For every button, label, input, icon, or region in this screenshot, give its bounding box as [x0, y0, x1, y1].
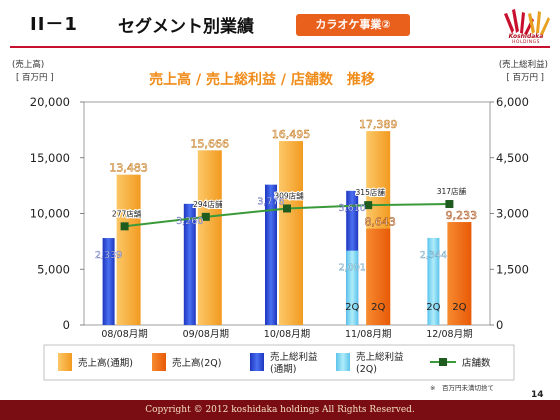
sales-2q-tag: 2Q: [371, 302, 385, 313]
gp-2q-tag: 2Q: [426, 302, 440, 313]
legend-sublabel: (2Q): [356, 364, 377, 375]
copyright-footer: Copyright © 2012 koshidaka holdings All …: [0, 400, 560, 420]
left-tick-label: 5,000: [37, 262, 70, 276]
gross-profit-label: 3,610: [339, 203, 366, 214]
left-tick-label: 15,000: [30, 151, 70, 165]
legend-swatch: [336, 353, 350, 371]
logo-subtitle: HOLDINGS: [512, 40, 540, 45]
store-marker: [201, 212, 210, 221]
right-tick-label: 0: [496, 318, 503, 332]
gross-profit-label: 3,776: [257, 197, 284, 208]
left-tick-label: 20,000: [30, 95, 70, 109]
koshidaka-logo-icon: [504, 9, 550, 35]
sales-2q-label: 9,233: [446, 209, 478, 222]
segment-badge: カラオケ事業②: [296, 14, 410, 36]
x-tick-label: 11/08月期: [345, 329, 391, 340]
data-labels: 2,339 13,483 3,260 15,666 3,776 16,495 3,610 2,…: [95, 118, 478, 313]
store-count-label: 294店舗: [193, 199, 223, 209]
section-number: II－1: [30, 14, 78, 35]
x-tick-label: 10/08月期: [264, 329, 310, 340]
legend-label: 売上総利益: [356, 351, 404, 363]
page-number: 14: [531, 390, 544, 400]
footnote: ※ 百万円未満切捨て: [430, 383, 494, 392]
gross-profit-2q-bar: [346, 250, 359, 325]
store-count-label: 309店舗: [274, 190, 304, 200]
sales-full-label: 13,483: [109, 162, 148, 175]
right-tick-label: 3,000: [496, 207, 529, 221]
store-count-label: 277店舗: [112, 208, 142, 218]
gp-2q-tag: 2Q: [345, 302, 359, 313]
gross-profit-2q-label: 2,344: [420, 250, 447, 261]
x-tick-label: 09/08月期: [183, 329, 229, 340]
gross-profit-label: 3,260: [176, 216, 203, 227]
sales-2q-tag: 2Q: [452, 302, 466, 313]
gross-profit-2q-label: 2,001: [339, 263, 366, 274]
page-title: セグメント別業績: [118, 17, 254, 37]
store-marker: [120, 222, 129, 231]
legend-label: 売上高(2Q): [172, 357, 221, 369]
sales-full-bar: [116, 174, 141, 325]
right-axis-label: (売上総利益): [499, 59, 548, 70]
right-axis-ticks: 0 1,500 3,000 4,500 6,000: [490, 95, 529, 332]
legend: 売上高(通期) 売上高(2Q)売上総利益(通期)売上総利益(2Q)店舗数: [58, 351, 491, 375]
bars: [102, 131, 472, 325]
legend-label: 店舗数: [462, 357, 491, 369]
sales-chart: 売上高 / 売上総利益 / 店舗数 推移 (売上高) [ 百万円 ] (売上総利…: [12, 59, 548, 392]
store-marker: [445, 200, 454, 209]
sales-2q-bar: [447, 222, 472, 325]
right-tick-label: 1,500: [496, 262, 529, 276]
right-tick-label: 6,000: [496, 95, 529, 109]
gross-profit-bar: [183, 203, 196, 325]
left-axis-ticks: 0 5,000 10,000 15,000 20,000: [30, 95, 84, 332]
legend-store-marker: [439, 358, 447, 366]
chart-title: 売上高 / 売上総利益 / 店舗数 推移: [149, 71, 375, 88]
x-tick-label: 12/08月期: [426, 329, 472, 340]
left-tick-label: 0: [63, 318, 70, 332]
left-axis-unit: [ 百万円 ]: [16, 73, 54, 83]
legend-label: 売上総利益: [270, 351, 318, 363]
sales-2q-bar: [366, 228, 391, 325]
x-tick-label: 08/08月期: [101, 329, 147, 340]
right-axis-unit: [ 百万円 ]: [506, 73, 544, 83]
sales-full-label: 17,389: [359, 118, 398, 131]
header-divider: [10, 46, 550, 48]
legend-box: [43, 344, 515, 381]
legend-swatch: [58, 353, 72, 371]
right-tick-label: 4,500: [496, 151, 529, 165]
left-tick-label: 10,000: [30, 207, 70, 221]
gross-profit-bar: [102, 238, 115, 325]
legend-sublabel: (通期): [270, 364, 296, 375]
legend-swatch: [250, 353, 264, 371]
store-marker: [364, 201, 373, 210]
legend-label: 売上高(通期): [78, 357, 133, 369]
store-marker: [283, 204, 291, 213]
sales-full-label: 15,666: [191, 137, 230, 150]
sales-2q-label: 8,643: [364, 216, 396, 229]
sales-full-bar: [197, 150, 222, 325]
gross-profit-label: 2,339: [95, 250, 122, 261]
sales-full-bar: [279, 141, 303, 325]
gross-profit-bar: [265, 184, 277, 325]
store-count-label: 315店舗: [356, 187, 386, 197]
legend-swatch: [152, 353, 166, 371]
gross-profit-2q-bar: [427, 237, 440, 325]
store-count-label: 317店舗: [437, 186, 467, 196]
left-axis-label: (売上高): [12, 59, 44, 70]
x-axis-ticks: 08/08月期 09/08月期 10/08月期 11/08月期 12/08月期: [101, 329, 472, 340]
logo-name: Koshidaka: [508, 33, 544, 40]
sales-full-label: 16,495: [272, 128, 311, 141]
store-count-line: 277店舗 294店舗 309店舗 315店舗 317店舗: [111, 185, 468, 231]
